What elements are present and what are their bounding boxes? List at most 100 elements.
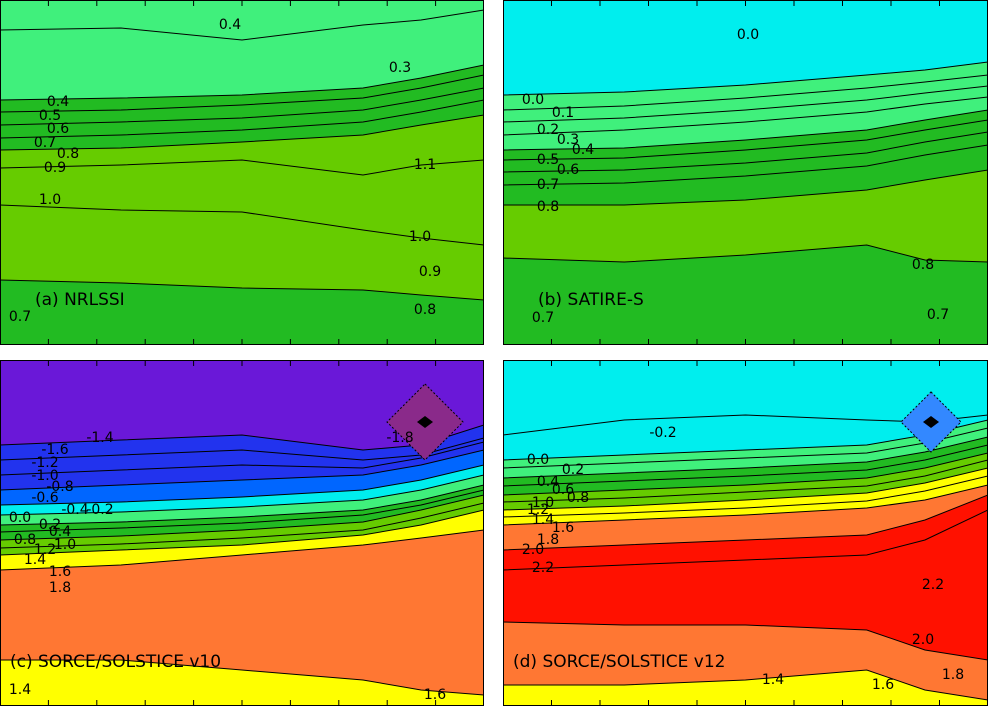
contour-label: 2.0 bbox=[912, 632, 934, 648]
contour-line bbox=[0, 464, 484, 506]
contour-line bbox=[503, 244, 988, 263]
contour-label: 0.6 bbox=[557, 162, 579, 178]
contour-label: 1.6 bbox=[424, 687, 446, 703]
contour-label: -0.2 bbox=[86, 502, 113, 518]
contour-band bbox=[0, 280, 484, 345]
contour-label: 0.4 bbox=[49, 524, 71, 540]
contour-band bbox=[503, 670, 988, 706]
contour-label: 1.4 bbox=[532, 512, 554, 528]
plot-area bbox=[0, 0, 484, 345]
contour-line bbox=[0, 529, 484, 571]
contour-label: 0.6 bbox=[552, 482, 574, 498]
contour-label: 1.2 bbox=[34, 542, 56, 558]
contour-line bbox=[503, 669, 988, 701]
contour-label: 1.8 bbox=[537, 532, 559, 548]
contour-line bbox=[0, 659, 484, 696]
contour-label: 0.4 bbox=[219, 17, 241, 33]
contour-line bbox=[503, 444, 988, 487]
contour-line bbox=[0, 64, 484, 101]
contour-label: -1.2 bbox=[31, 455, 58, 471]
contour-line bbox=[503, 509, 988, 571]
contour-label: 0.8 bbox=[14, 532, 36, 548]
contour-label: -0.2 bbox=[649, 425, 676, 441]
contour-label: 0.2 bbox=[39, 517, 61, 533]
frame bbox=[0, 0, 484, 345]
contour-line bbox=[503, 467, 988, 511]
contour-label: 2.2 bbox=[922, 577, 944, 593]
contour-label: 1.4 bbox=[762, 672, 784, 688]
contour-band bbox=[0, 660, 484, 706]
contour-label: 0.8 bbox=[537, 199, 559, 215]
plot-area bbox=[503, 0, 988, 345]
contour-label: -1.4 bbox=[86, 430, 113, 446]
contour-line bbox=[503, 169, 988, 206]
panel-title: (b) SATIRE-S bbox=[538, 290, 644, 310]
contour-line bbox=[503, 436, 988, 479]
contour-label: 0.0 bbox=[737, 27, 759, 43]
contour-label: 1.8 bbox=[942, 667, 964, 683]
contour-line bbox=[503, 131, 988, 173]
panel-title: (c) SORCE/SOLSTICE v10 bbox=[10, 652, 221, 672]
panel: 0.00.00.10.20.30.40.50.60.70.80.80.7 0.7(… bbox=[503, 0, 988, 345]
contour-line bbox=[503, 109, 988, 151]
contour-line bbox=[503, 96, 988, 136]
contour-label: 0.8 bbox=[57, 146, 79, 162]
contour-label: -0.4 bbox=[61, 502, 88, 518]
panel: -1.6 -1.4 -1.8 -1.2-1.0-0.8-0.6-0.4-0.2 0.0 0… bbox=[0, 360, 484, 706]
contour-line bbox=[0, 87, 484, 126]
contour-label: 0.1 bbox=[552, 105, 574, 121]
contour-label: 1.6 bbox=[552, 520, 574, 536]
contour-line bbox=[0, 114, 484, 151]
contour-line bbox=[0, 494, 484, 541]
contour-line bbox=[503, 144, 988, 186]
contour-label: -1.0 bbox=[31, 468, 58, 484]
contour-label: 0.4 bbox=[537, 474, 559, 490]
contour-label: 0.0 bbox=[527, 452, 549, 468]
contour-line bbox=[0, 484, 484, 526]
panel: 0.40.30.40.50.60.70.80.9 1.11.01.00.90.80… bbox=[0, 0, 484, 345]
contour-label: 1.6 bbox=[872, 677, 894, 693]
contour-line bbox=[0, 159, 484, 176]
panel: -0.20.00.20.40.60.81.01.21.41.61.82.02.2… bbox=[503, 360, 988, 706]
contour-label: 0.3 bbox=[557, 132, 579, 148]
contour-label: -1.8 bbox=[386, 430, 413, 446]
contour-label: 0.9 bbox=[44, 160, 66, 176]
panel-title: (d) SORCE/SOLSTICE v12 bbox=[513, 652, 725, 672]
contour-line bbox=[503, 85, 988, 123]
contour-label: 0.5 bbox=[537, 152, 559, 168]
contour-line bbox=[0, 9, 484, 41]
contour-label: 0.7 bbox=[537, 177, 559, 193]
peak-core bbox=[417, 416, 433, 428]
contour-label: 1.0 bbox=[39, 192, 61, 208]
contour-line bbox=[0, 509, 484, 556]
contour-label: 0.8 bbox=[912, 257, 934, 273]
contour-label: 0.3 bbox=[389, 60, 411, 76]
contour-label: 1.4 bbox=[24, 552, 46, 568]
contour-line bbox=[0, 74, 484, 113]
contour-line bbox=[503, 621, 988, 661]
contour-label: 0.0 bbox=[522, 92, 544, 108]
contour-label: 0.9 bbox=[419, 264, 441, 280]
contour-line bbox=[503, 61, 988, 96]
contour-label: 1.0 bbox=[54, 537, 76, 553]
contour-label: 0.5 bbox=[39, 108, 61, 124]
panel-title: (a) NRLSSI bbox=[35, 290, 125, 310]
contour-label: 1.6 bbox=[49, 564, 71, 580]
contour-line bbox=[0, 502, 484, 549]
contour-line bbox=[503, 74, 988, 111]
peak-core bbox=[923, 416, 939, 428]
contour-line bbox=[503, 119, 988, 161]
contour-label: 1.8 bbox=[49, 580, 71, 596]
contour-label: 0.6 bbox=[47, 121, 69, 137]
contour-label: 1.0 bbox=[532, 495, 554, 511]
contour-label: 1.1 bbox=[414, 157, 436, 173]
contour-label: 0.8 bbox=[414, 302, 436, 318]
contour-label: 1.0 bbox=[409, 229, 431, 245]
contour-label: -1.6 bbox=[41, 442, 68, 458]
contour-label: 0.7 bbox=[927, 307, 949, 323]
contour-line bbox=[0, 441, 484, 476]
contour-label: 1.2 bbox=[527, 502, 549, 518]
contour-label: -0.6 bbox=[31, 490, 58, 506]
contour-label: 0.4 bbox=[47, 94, 69, 110]
